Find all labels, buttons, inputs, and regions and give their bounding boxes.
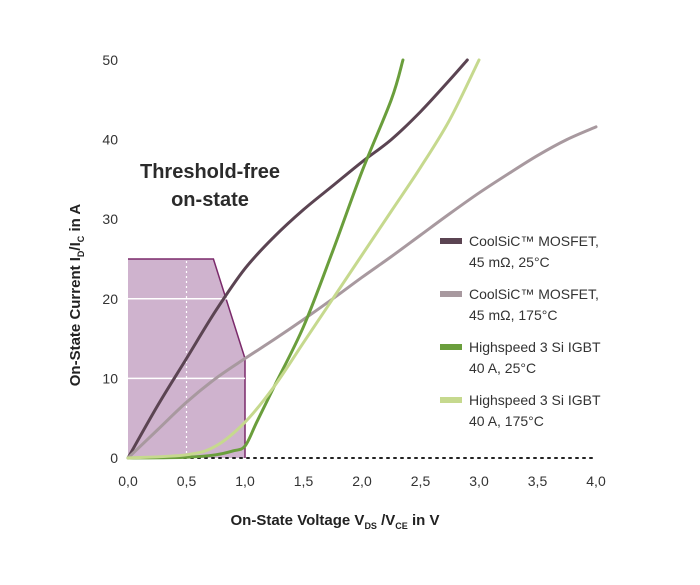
y-tick-label: 30 — [102, 211, 118, 227]
y-tick-label: 0 — [110, 450, 118, 466]
x-tick-label: 2,5 — [411, 473, 431, 489]
x-tick-label: 3,5 — [528, 473, 548, 489]
series-igbt-175c — [126, 58, 481, 460]
x-axis-title-main: On-State Voltage V — [231, 512, 365, 529]
legend-label-mosfet-175c-line2: 45 mΩ, 175°C — [469, 307, 557, 323]
legend-label-mosfet-25c-line2: 45 mΩ, 25°C — [469, 254, 550, 270]
legend-label-mosfet-25c-line1: CoolSiC™ MOSFET, — [469, 233, 599, 249]
legend-label-igbt-25c-line2: 40 A, 25°C — [469, 360, 536, 376]
grid-layer — [128, 259, 245, 458]
legend-swatch-igbt-25c — [440, 344, 462, 350]
x-tick-label: 1,0 — [235, 473, 255, 489]
series-mosfet-175c — [126, 125, 598, 460]
x-axis-title-mid: /V — [377, 512, 395, 529]
legend-label-mosfet-175c-line1: CoolSiC™ MOSFET, — [469, 286, 599, 302]
legend-label-igbt-175c-line2: 40 A, 175°C — [469, 413, 544, 429]
y-axis-title-sub1: D — [76, 250, 86, 257]
x-tick-label: 1,5 — [294, 473, 314, 489]
y-axis-title-tail: in A — [67, 204, 84, 236]
annotation-line-1: Threshold-free — [140, 161, 280, 183]
annotation-line-2: on-state — [171, 189, 249, 211]
series-layer — [126, 58, 598, 460]
x-tick-label: 2,0 — [352, 473, 372, 489]
legend-swatch-igbt-175c — [440, 397, 462, 403]
y-tick-label: 10 — [102, 370, 118, 386]
series-mosfet-25c — [126, 58, 469, 460]
y-axis-title-main: On-State Current I — [67, 257, 84, 386]
x-axis-title-sub2: CE — [395, 521, 408, 531]
legend: CoolSiC™ MOSFET, 45 mΩ, 25°C CoolSiC™ MO… — [440, 233, 601, 429]
y-tick-label: 40 — [102, 132, 118, 148]
legend-label-igbt-175c-line1: Highspeed 3 Si IGBT — [469, 392, 601, 408]
y-axis-title-sub2: C — [76, 235, 86, 242]
x-axis-title: On-State Voltage VDS /VCE in V — [231, 512, 440, 531]
y-axis-title: On-State Current ID/IC in A — [67, 204, 86, 387]
legend-swatch-mosfet-175c — [440, 291, 462, 297]
x-axis-title-tail: in V — [408, 512, 440, 529]
tick-labels-layer: 0,0 0,5 1,0 1,5 2,0 2,5 3,0 3,5 4,0 0 10 20 30 40 50 — [102, 52, 606, 489]
x-tick-label: 0,5 — [177, 473, 197, 489]
x-tick-label: 0,0 — [118, 473, 138, 489]
x-tick-label: 4,0 — [586, 473, 606, 489]
y-axis-title-mid: /I — [67, 242, 84, 250]
legend-swatch-mosfet-25c — [440, 238, 462, 244]
threshold-free-region-edge — [128, 258, 246, 458]
legend-label-igbt-25c-line1: Highspeed 3 Si IGBT — [469, 339, 601, 355]
x-axis-title-sub1: DS — [364, 521, 377, 531]
y-tick-label: 20 — [102, 291, 118, 307]
y-tick-label: 50 — [102, 52, 118, 68]
x-tick-label: 3,0 — [469, 473, 489, 489]
